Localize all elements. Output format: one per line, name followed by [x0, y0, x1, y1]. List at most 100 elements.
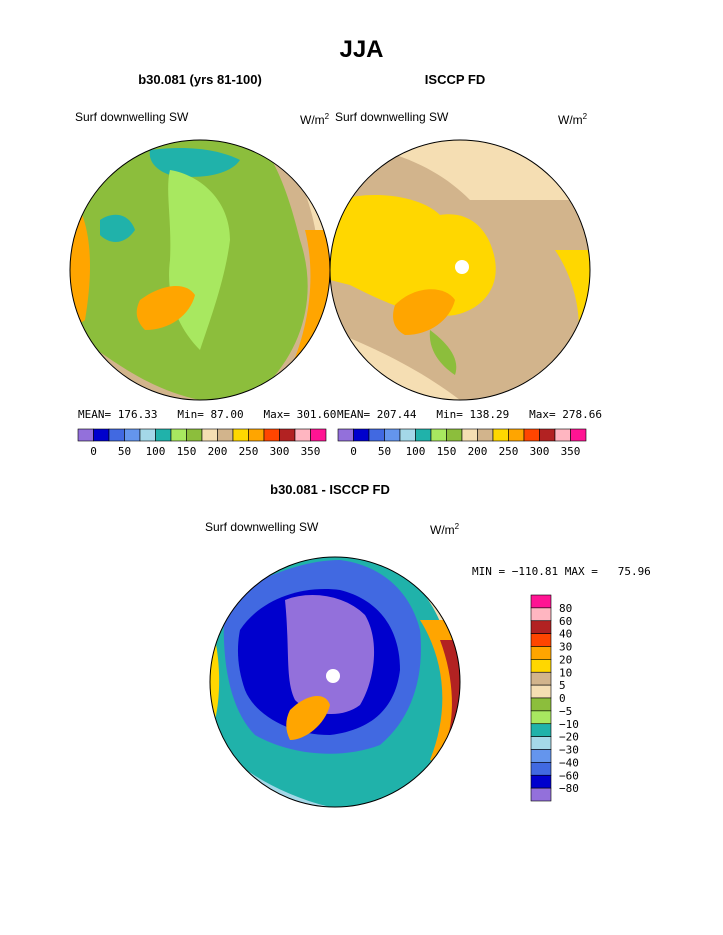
colorbar-swatch: [368, 428, 385, 442]
panel-2-max: 278.66: [562, 408, 602, 421]
colorbar-tick-label: 100: [146, 445, 166, 458]
map-1-field: [70, 140, 330, 400]
colorbar-tick-label: −80: [559, 782, 579, 795]
panel-3-title: b30.081 - ISCCP FD: [270, 482, 390, 497]
colorbar-swatch: [232, 428, 249, 442]
panel-1-min-label: Min=: [177, 408, 204, 421]
colorbar-tick-label: 150: [177, 445, 197, 458]
panel-1-units-base: W/m: [300, 113, 325, 127]
colorbar-swatch: [530, 710, 552, 725]
colorbar-swatch: [530, 633, 552, 647]
colorbar-tick-label: 60: [559, 615, 572, 628]
colorbar-tick-label: −60: [559, 769, 579, 782]
colorbar-swatch: [124, 428, 141, 442]
colorbar-swatch: [310, 428, 327, 442]
panel-1-units-exp: 2: [324, 112, 330, 121]
colorbar-swatch: [170, 428, 187, 442]
colorbar-tick-label: 0: [350, 445, 357, 458]
colorbar-swatch: [554, 428, 571, 442]
colorbar-tick-label: −10: [559, 718, 579, 731]
colorbar-swatch: [248, 428, 265, 442]
colorbar-swatch: [539, 428, 556, 442]
panel-1-min: 87.00: [210, 408, 244, 421]
panel-1-field-label: Surf downwelling SW: [75, 110, 189, 124]
map-3-field: [210, 557, 460, 807]
colorbar-swatch: [430, 428, 447, 442]
colorbar-tick-label: 30: [559, 641, 572, 654]
colorbar-swatch: [530, 774, 552, 789]
page-title: JJA: [339, 36, 384, 63]
colorbar-swatch: [399, 428, 416, 442]
panel-2-mean-label: MEAN=: [337, 408, 371, 421]
panel-3-units: W/m2: [430, 522, 459, 537]
colorbar-swatch: [337, 428, 354, 442]
colorbar-tick-label: 10: [559, 666, 572, 679]
panel-2-units-base: W/m: [558, 113, 583, 127]
colorbar-swatch: [530, 607, 552, 622]
colorbar-swatch: [523, 428, 540, 442]
colorbar-swatch: [530, 736, 552, 750]
panel-1-max: 301.60: [296, 408, 337, 421]
colorbar-swatch: [186, 428, 203, 442]
panel-1-title: b30.081 (yrs 81-100): [138, 72, 262, 87]
colorbar-tick-label: 0: [559, 692, 566, 705]
colorbar-swatch: [570, 428, 587, 442]
map-2-field: [330, 140, 590, 400]
panel-3-units-base: W/m: [430, 523, 455, 537]
colorbar-tick-label: 200: [468, 445, 488, 458]
panel-1-max-label: Max=: [263, 408, 291, 421]
colorbar-swatch: [530, 684, 552, 699]
colorbar-tick-label: 300: [270, 445, 290, 458]
panel-3-minmax: MIN = −110.81 MAX = 75.96: [472, 565, 651, 578]
colorbar-swatch: [446, 428, 463, 442]
panel-2-units: W/m2: [558, 112, 587, 127]
colorbar-tick-label: −40: [559, 756, 579, 769]
colorbar-tick-label: 0: [90, 445, 97, 458]
colorbar-swatch: [530, 697, 552, 712]
colorbar-swatch: [155, 428, 172, 442]
colorbar-tick-label: 50: [118, 445, 131, 458]
panel-2-field-label: Surf downwelling SW: [335, 110, 449, 124]
colorbar-tick-label: 300: [530, 445, 550, 458]
colorbar-swatch: [508, 428, 525, 442]
colorbar-swatch: [353, 428, 370, 442]
colorbar-swatch: [384, 428, 401, 442]
colorbar-swatch: [530, 749, 552, 763]
colorbar-tick-label: 250: [239, 445, 259, 458]
colorbar-tick-label: 350: [561, 445, 581, 458]
colorbar-swatch: [217, 428, 234, 442]
panel-2-title: ISCCP FD: [424, 72, 486, 87]
panel-2-min-label: Min=: [436, 408, 463, 421]
panel-1-mean-label: MEAN=: [78, 408, 112, 421]
colorbar-tick-label: 200: [208, 445, 228, 458]
colorbar-tick-label: 100: [406, 445, 426, 458]
colorbar-tick-label: −30: [559, 744, 579, 757]
panel-2-min: 138.29: [469, 408, 510, 421]
colorbar-tick-label: 50: [378, 445, 391, 458]
panel-2-mean: 207.44: [376, 408, 417, 421]
panel-3-units-exp: 2: [454, 522, 460, 531]
colorbar-swatch: [530, 762, 552, 776]
panel-1-mean: 176.33: [117, 408, 158, 421]
map-3-border: [209, 556, 461, 808]
colorbar-swatch: [530, 723, 552, 737]
colorbar-swatch: [530, 620, 552, 634]
panel-3-field-label: Surf downwelling SW: [205, 520, 319, 534]
colorbar-swatch: [77, 428, 94, 442]
colorbar-swatch: [108, 428, 125, 442]
colorbar-swatch: [530, 787, 552, 802]
colorbar-swatch: [461, 428, 478, 442]
colorbar-swatch: [93, 428, 110, 442]
colorbar-swatch: [415, 428, 432, 442]
colorbar-swatch: [492, 428, 509, 442]
colorbar-top-1: 0 50 100 150 200 250 300 350: [77, 428, 327, 458]
colorbar-swatch: [294, 428, 311, 442]
colorbar-swatch: [477, 428, 494, 442]
colorbar-swatch: [201, 428, 218, 442]
colorbar-tick-label: 80: [559, 602, 572, 615]
colorbar-tick-label: 350: [301, 445, 321, 458]
colorbar-tick-label: −20: [559, 731, 579, 744]
colorbar-swatch: [279, 428, 296, 442]
colorbar-swatch: [139, 428, 156, 442]
